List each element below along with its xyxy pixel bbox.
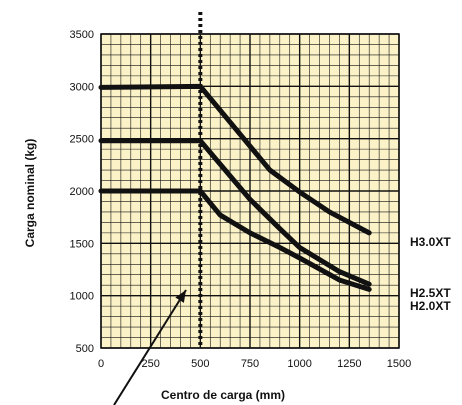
x-tick-label: 1250 [337, 358, 361, 370]
x-tick-label: 250 [141, 358, 159, 370]
x-tick-label: 500 [191, 358, 209, 370]
y-tick-label: 2000 [70, 186, 94, 198]
y-tick-label: 1000 [70, 291, 94, 303]
series-lines [98, 83, 372, 292]
major-grid [100, 33, 400, 349]
y-axis-title: Carga nominal (kg) [23, 139, 37, 248]
series-label: H2.5XT [410, 286, 451, 300]
arrow-head [175, 290, 186, 303]
y-tick-labels: 500 1000 1500 2000 2500 3000 3500 [70, 29, 94, 355]
x-tick-label: 1000 [287, 358, 311, 370]
y-tick-label: 3500 [70, 29, 94, 41]
series-label: H2.0XT [410, 299, 451, 313]
y-tick-label: 1500 [70, 238, 94, 250]
y-tick-label: 500 [76, 343, 94, 355]
y-tick-label: 3000 [70, 81, 94, 93]
arrow-shaft [113, 289, 187, 405]
x-tick-label: 1500 [387, 358, 411, 370]
series-line-h2-0xt [98, 188, 372, 292]
series-label: H3.0XT [410, 235, 451, 249]
series-line-h2-5xt [98, 138, 372, 287]
x-tick-label: 0 [98, 358, 104, 370]
x-tick-labels: 0 250 500 750 1000 1250 1500 [98, 358, 411, 370]
x-axis-title: Centro de carga (mm) [161, 388, 285, 402]
series-line-h3-0xt [98, 83, 372, 236]
y-tick-label: 2500 [70, 134, 94, 146]
x-tick-label: 750 [241, 358, 259, 370]
pointer-arrow [113, 289, 187, 405]
